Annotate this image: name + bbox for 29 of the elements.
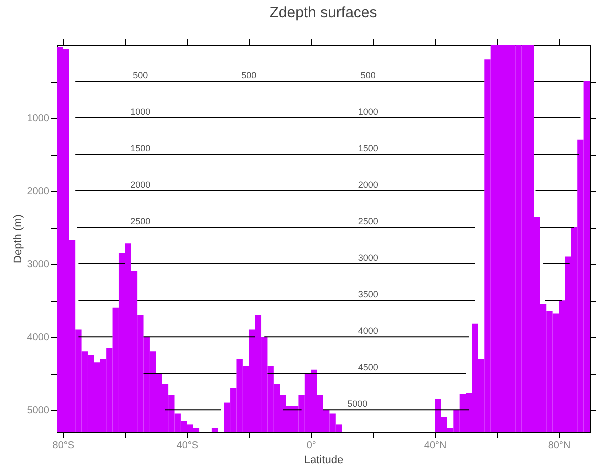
- x-tick-label: 80°S: [52, 440, 75, 452]
- annotation: 500: [242, 70, 257, 81]
- y-tick-label: 2000: [27, 186, 50, 198]
- annotation: 3000: [358, 253, 378, 264]
- y-tick-label: 4000: [27, 332, 50, 344]
- x-tick-label: 0°: [306, 440, 316, 452]
- annotation: 500: [133, 70, 148, 81]
- annotation: 2500: [358, 216, 378, 227]
- annotation: 3500: [358, 290, 378, 300]
- x-tick-label: 80°N: [548, 440, 571, 452]
- annotation: 4500: [358, 362, 378, 373]
- annotation: 1500: [130, 144, 151, 154]
- y-axis-title: Depth (m): [12, 214, 24, 264]
- x-tick-label: 40°N: [424, 440, 447, 452]
- x-axis-title: Latitude: [304, 454, 344, 466]
- annotation: 4000: [358, 326, 378, 336]
- annotation: 1000: [130, 107, 151, 118]
- annotation: 2000: [130, 180, 151, 190]
- annotation: 1000: [358, 107, 378, 118]
- chart-title: Zdepth surfaces: [270, 4, 378, 22]
- annotation: 2500: [130, 216, 151, 227]
- y-tick-label: 3000: [27, 260, 50, 271]
- annotation: 2000: [358, 180, 378, 190]
- x-tick-label: 40°S: [176, 440, 199, 452]
- annotation: 1500: [358, 144, 378, 154]
- annotation: 5000: [348, 399, 368, 410]
- y-tick-label: 1000: [27, 114, 50, 125]
- y-tick-label: 5000: [27, 406, 50, 417]
- annotation: 500: [360, 70, 376, 81]
